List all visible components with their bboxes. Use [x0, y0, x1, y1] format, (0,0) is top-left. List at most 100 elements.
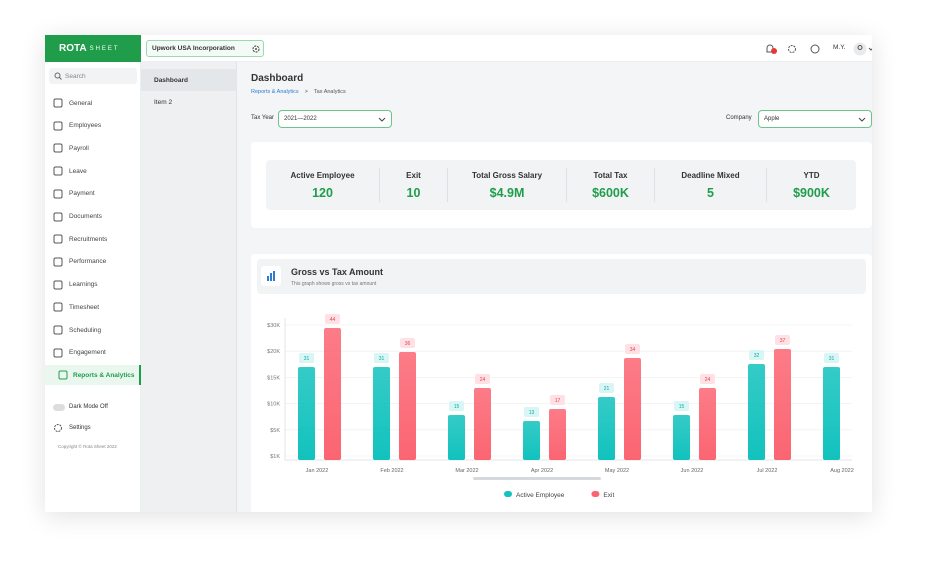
bar — [624, 358, 641, 460]
bell-icon[interactable] — [766, 44, 774, 53]
menu-icon — [53, 234, 63, 244]
company-name: Upwork USA Incorporation — [152, 45, 235, 52]
scrollbar — [473, 477, 601, 480]
plot: 31 44 31 36 15 24 13 17 21 34 15 24 32 37 31 — [298, 314, 840, 460]
data-label: 31 — [829, 356, 835, 362]
stat: Deadline Mixed 5 — [655, 168, 767, 202]
legend-label: Active Employee — [516, 492, 565, 499]
y-tick-label: $15K — [267, 375, 280, 381]
data-label-bg — [449, 401, 464, 411]
bar — [549, 409, 566, 460]
data-label-bg — [599, 383, 614, 393]
sidebar-item[interactable]: Performance — [45, 252, 141, 272]
sidebar-item[interactable]: Recruitments — [45, 229, 141, 249]
sidebar-item[interactable]: Payroll — [45, 138, 141, 158]
tax-year-select[interactable]: 2021—2022 — [278, 110, 392, 128]
data-label: 15 — [679, 404, 685, 410]
company-selector[interactable]: Upwork USA Incorporation — [146, 40, 264, 57]
bar — [373, 367, 390, 460]
stat: Total Gross Salary $4.9M — [448, 168, 567, 202]
menu-icon — [58, 370, 68, 380]
x-tick-label: Jun 2022 — [681, 468, 704, 474]
chart-subtitle: This graph shows gross vs tax amount — [291, 281, 377, 287]
sidebar-item[interactable]: Engagement — [45, 343, 141, 363]
chart-icon — [261, 266, 281, 286]
search-box[interactable]: Search — [49, 68, 137, 84]
y-tick-label: $5K — [270, 428, 280, 434]
data-label: 32 — [754, 353, 760, 359]
data-label-bg — [325, 314, 340, 324]
data-label: 31 — [304, 356, 310, 362]
menu-icon — [53, 98, 63, 108]
subnav-item[interactable]: Item 2 — [154, 98, 173, 106]
x-tick-label: Jan 2022 — [306, 468, 329, 474]
x-tick-label: Jul 2022 — [757, 468, 778, 474]
menu-icon — [53, 325, 63, 335]
data-label-bg — [674, 401, 689, 411]
page-title: Dashboard — [251, 73, 304, 84]
menu-icon — [53, 143, 63, 153]
data-label-bg — [524, 407, 539, 417]
logo-text: ROTA — [59, 43, 87, 54]
sidebar-item[interactable]: Learnings — [45, 275, 141, 295]
data-label-bg — [299, 353, 314, 363]
data-label: 21 — [604, 386, 610, 392]
data-label-bg — [625, 344, 640, 354]
stat-label: Deadline Mixed — [681, 170, 740, 180]
x-tick-label: May 2022 — [605, 468, 629, 474]
breadcrumb-current: Tax Analytics — [313, 89, 346, 95]
subnav-item[interactable]: Dashboard — [141, 69, 237, 91]
data-label-bg — [749, 350, 764, 360]
sidebar-item[interactable]: Documents — [45, 207, 141, 227]
x-tick-label: Feb 2022 — [380, 468, 403, 474]
chart-header — [257, 259, 866, 294]
help-icon[interactable] — [810, 44, 820, 54]
menu-icon — [53, 189, 63, 199]
stat-value: $900K — [793, 185, 830, 200]
y-tick-label: $30K — [267, 323, 280, 329]
stat: Active Employee 120 — [266, 168, 380, 202]
data-label-bg — [700, 374, 715, 384]
data-label: 24 — [480, 377, 486, 383]
sidebar-item[interactable]: Reports & Analytics — [45, 365, 141, 386]
logo[interactable]: ROTA SHEET — [45, 35, 141, 62]
filter-value: Apple — [764, 116, 780, 122]
bar — [748, 364, 765, 460]
stat-value: 10 — [406, 185, 421, 200]
settings-icon — [54, 424, 62, 432]
legend-swatch — [504, 491, 512, 497]
sidebar-item[interactable]: Scheduling — [45, 320, 141, 340]
filter-label: Company — [726, 115, 752, 121]
sidebar-item[interactable]: Leave — [45, 161, 141, 181]
stat-label: YTD — [803, 170, 820, 180]
data-label: 17 — [555, 398, 561, 404]
dark-mode-label: Dark Mode Off — [69, 404, 108, 410]
settings-icon[interactable] — [788, 45, 796, 53]
stat: Exit 10 — [380, 168, 448, 202]
y-tick-label: $20K — [267, 349, 280, 355]
y-tick-label: $1K — [270, 454, 280, 460]
sidebar-item[interactable]: General — [45, 93, 141, 113]
data-label-bg — [400, 338, 415, 348]
bar — [448, 415, 465, 460]
stat-label: Active Employee — [290, 170, 355, 180]
app: ROTA SHEET Upwork USA Incorporation M.Y.… — [45, 35, 872, 512]
sidebar-item[interactable]: Payment — [45, 184, 141, 204]
filter-value: 2021—2022 — [284, 116, 317, 122]
company-select[interactable]: Apple — [758, 110, 872, 128]
bar — [673, 415, 690, 460]
dark-mode-toggle[interactable] — [53, 404, 65, 411]
breadcrumb: Reports & Analytics > Tax Analytics — [251, 89, 346, 95]
data-label-bg — [475, 374, 490, 384]
stat-value: $600K — [592, 185, 629, 200]
settings-label[interactable]: Settings — [69, 425, 91, 431]
stat-label: Total Gross Salary — [471, 170, 543, 180]
sidebar-item[interactable]: Timesheet — [45, 297, 141, 317]
stats-row: Active Employee 120 Exit 10 Total Gross Sala… — [266, 160, 856, 210]
top-icons — [766, 42, 872, 56]
data-label: 13 — [529, 410, 535, 416]
sidebar-item[interactable]: Employees — [45, 116, 141, 136]
data-label-bg — [775, 335, 790, 345]
breadcrumb-link[interactable]: Reports & Analytics — [251, 89, 299, 95]
